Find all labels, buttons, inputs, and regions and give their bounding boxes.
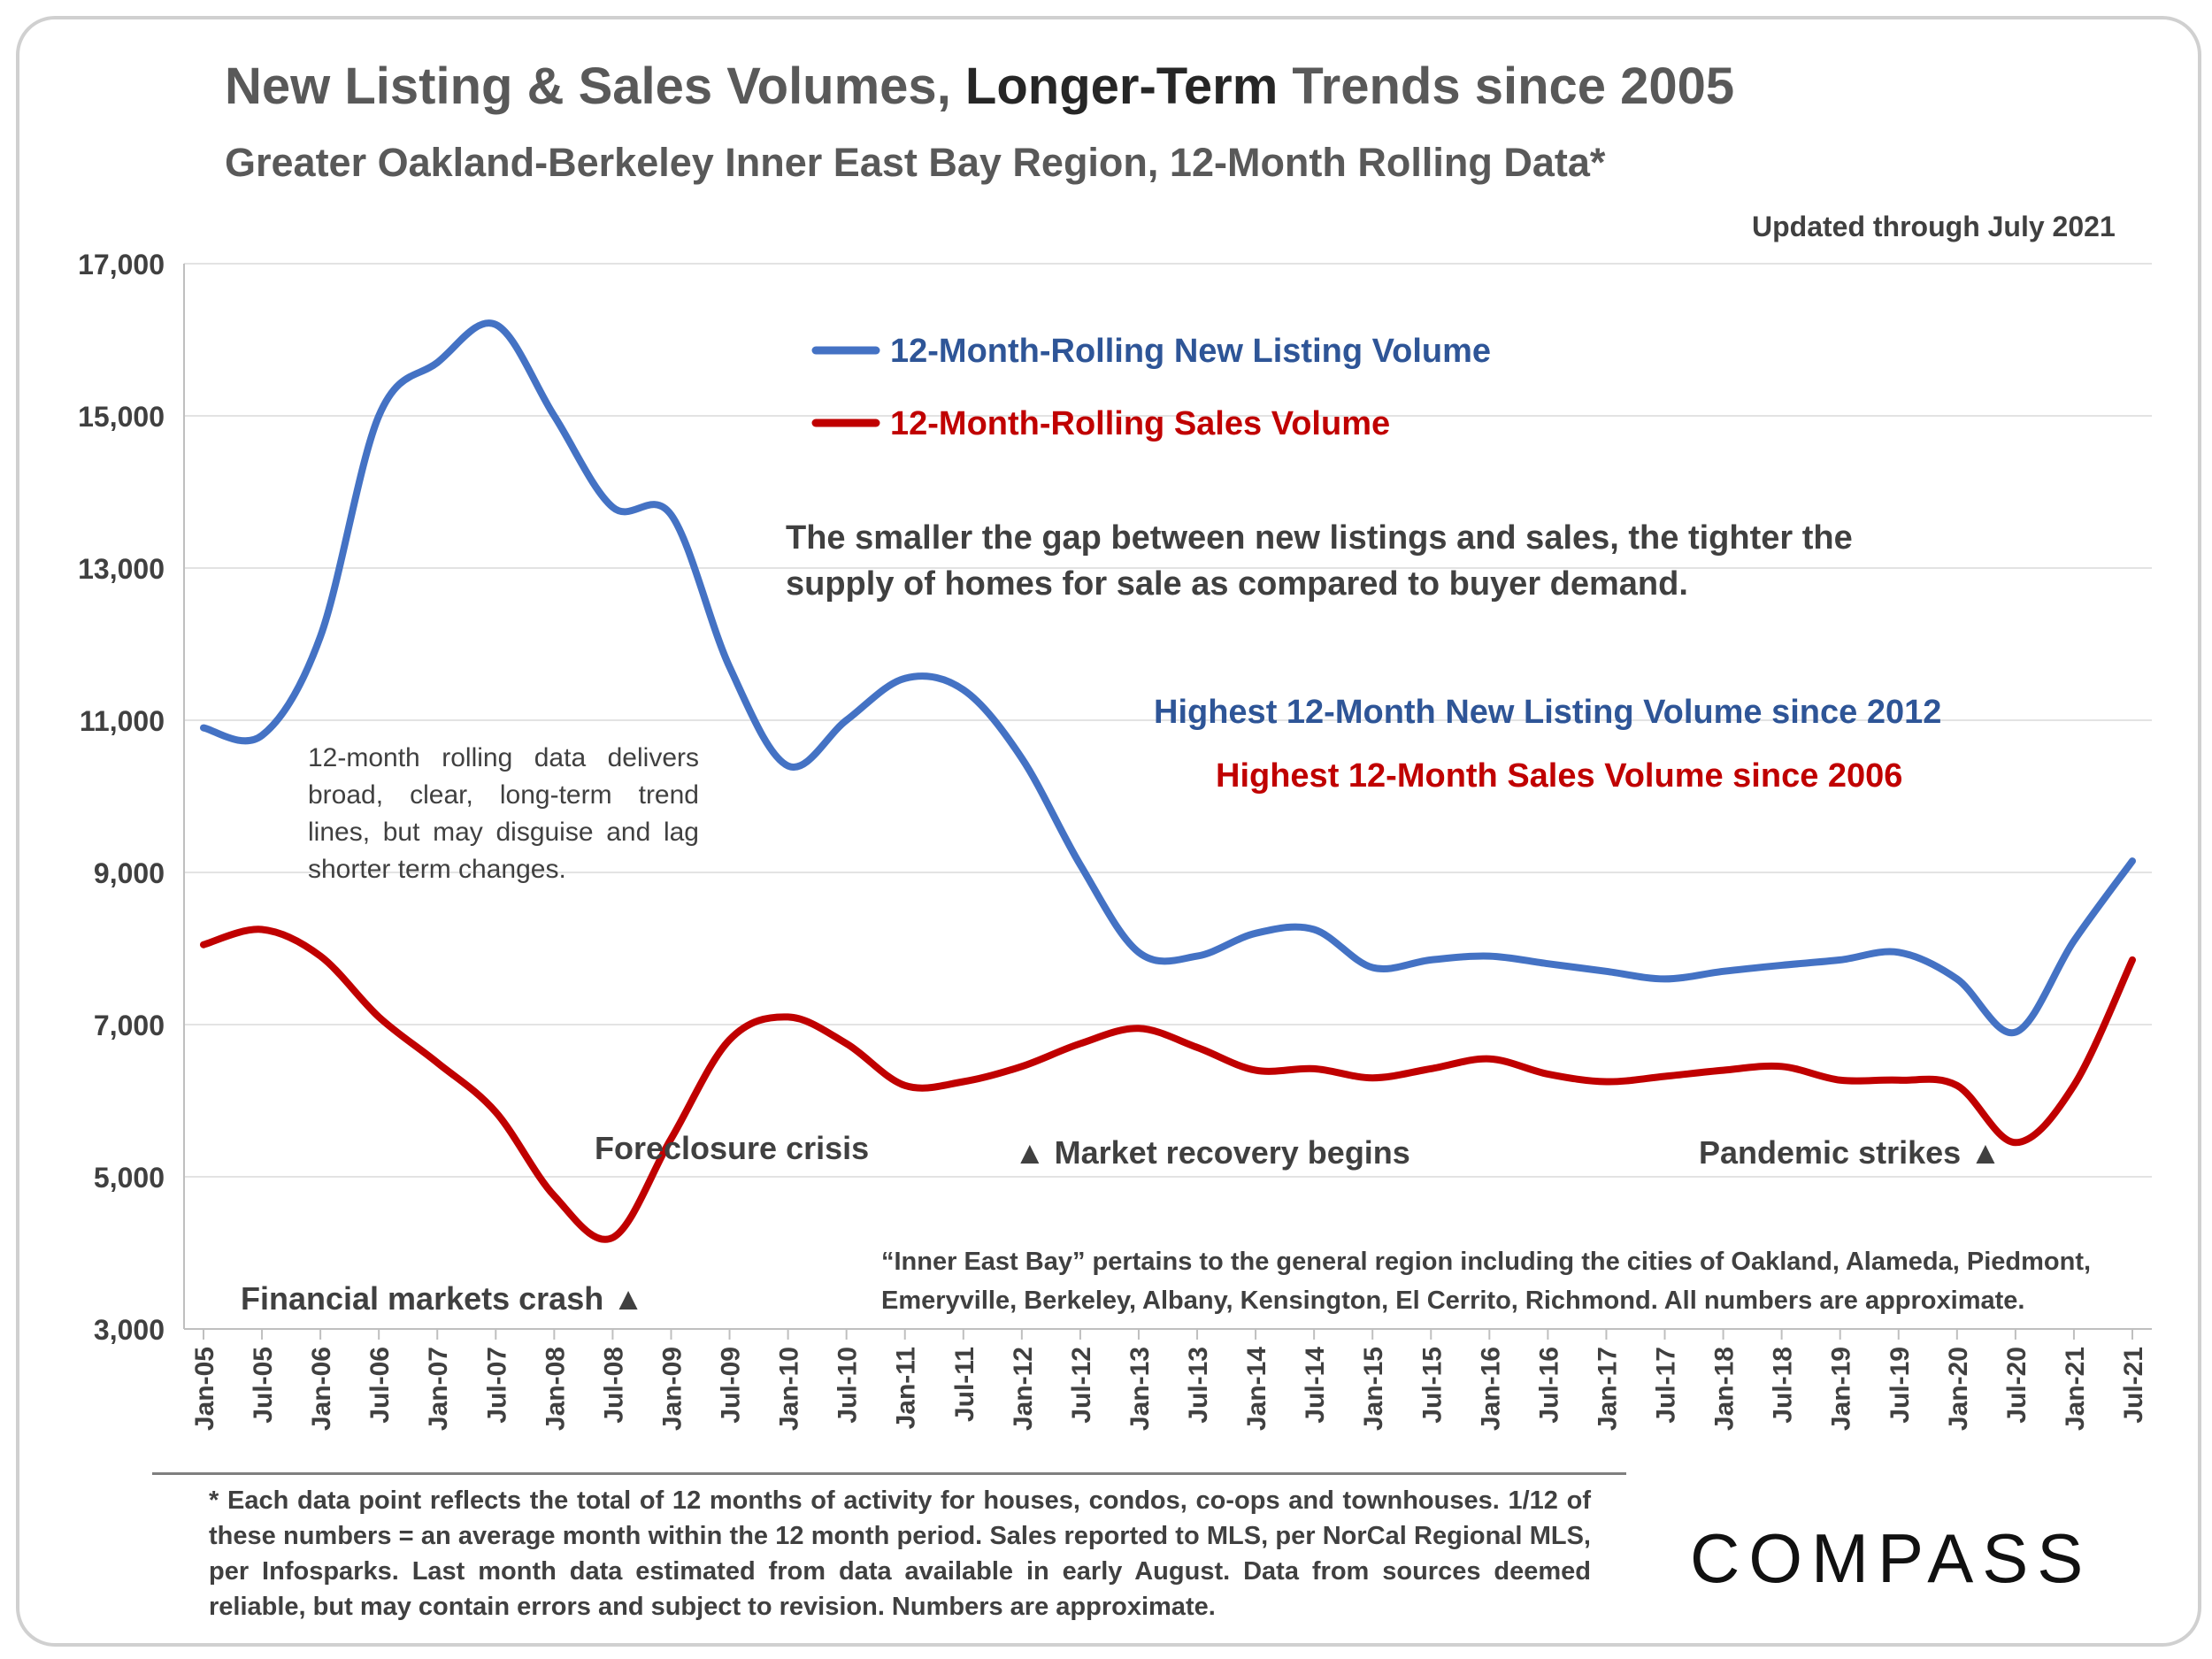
- y-tick-label: 9,000: [94, 857, 165, 889]
- series-line-sales: [200, 926, 2136, 1243]
- x-tick-label: Jul-18: [1769, 1347, 1798, 1424]
- x-tick-label: Jan-05: [190, 1347, 219, 1431]
- x-tick-label: Jan-11: [892, 1347, 921, 1429]
- x-tick-label: Jul-05: [249, 1347, 278, 1424]
- series-line-new-listings: [200, 319, 2136, 1037]
- legend-label: 12-Month-Rolling Sales Volume: [890, 405, 1390, 442]
- x-tick-label: Jan-19: [1827, 1347, 1856, 1431]
- rolling-data-note: 12-month rolling data delivers broad, cl…: [308, 743, 699, 884]
- y-tick-label: 3,000: [94, 1314, 165, 1346]
- series-lines: [200, 319, 2136, 1243]
- x-tick-label: Jan-06: [307, 1347, 336, 1431]
- y-axis: 3,000 5,000 7,000 9,000 11,000 13,000 15,000 17…: [78, 249, 185, 1346]
- chart-frame: [16, 16, 2201, 1647]
- chart-title: New Listing & Sales Volumes, Longer-Term…: [225, 58, 1735, 115]
- x-tick-label: Jul-13: [1184, 1347, 1213, 1424]
- x-tick-label: Jul-08: [599, 1347, 628, 1424]
- x-tick-label: Jul-20: [2002, 1347, 2032, 1424]
- x-tick-label: Jan-07: [424, 1347, 453, 1431]
- x-tick-label: Jul-06: [365, 1347, 395, 1424]
- gap-note: The smaller the gap between new listings…: [786, 519, 1853, 603]
- x-tick-label: Jul-07: [482, 1347, 511, 1424]
- x-tick-label: Jan-17: [1593, 1347, 1622, 1431]
- chart-subtitle: Greater Oakland-Berkeley Inner East Bay …: [225, 140, 1606, 185]
- x-tick-label: Jul-10: [833, 1347, 863, 1424]
- y-tick-label: 17,000: [78, 249, 165, 280]
- x-tick-label: Jul-19: [1886, 1347, 1915, 1424]
- compass-logo: COMPASS: [1690, 1519, 2093, 1597]
- y-tick-label: 11,000: [80, 705, 165, 737]
- annotation-financial-crash: Financial markets crash ▲: [241, 1280, 644, 1317]
- x-tick-label: Jan-15: [1359, 1347, 1388, 1431]
- x-tick-label: Jul-17: [1652, 1347, 1681, 1424]
- x-tick-label: Jul-16: [1534, 1347, 1563, 1424]
- x-tick-label: Jan-09: [657, 1347, 687, 1431]
- x-tick-label: Jul-15: [1417, 1347, 1447, 1424]
- x-tick-label: Jul-14: [1301, 1347, 1330, 1424]
- x-tick-label: Jan-10: [775, 1347, 804, 1431]
- footnote: * Each data point reflects the total of …: [209, 1486, 1591, 1621]
- x-tick-label: Jan-21: [2061, 1347, 2090, 1431]
- x-tick-label: Jan-13: [1125, 1347, 1155, 1431]
- y-tick-label: 5,000: [94, 1162, 165, 1194]
- x-tick-label: Jul-12: [1067, 1347, 1096, 1424]
- gridlines: [184, 263, 2152, 1330]
- x-tick-label: Jul-21: [2119, 1347, 2148, 1424]
- x-tick-label: Jan-16: [1476, 1347, 1505, 1431]
- x-tick-label: Jan-18: [1710, 1347, 1740, 1431]
- updated-note: Updated through July 2021: [1752, 211, 2116, 242]
- x-tick-label: Jul-11: [950, 1347, 979, 1422]
- annotation-foreclosure-crisis: Foreclosure crisis: [595, 1130, 870, 1166]
- highest-sales-note: Highest 12-Month Sales Volume since 2006: [1216, 757, 1903, 795]
- y-tick-label: 15,000: [78, 401, 165, 433]
- footnote-divider: [152, 1472, 1626, 1475]
- x-tick-label: Jan-12: [1009, 1347, 1038, 1431]
- region-note: “Inner East Bay” pertains to the general…: [881, 1248, 2092, 1315]
- annotation-pandemic: Pandemic strikes ▲: [1699, 1134, 2001, 1171]
- x-tick-label: Jul-09: [717, 1347, 746, 1424]
- legend: 12-Month-Rolling New Listing Volume 12-Mo…: [811, 333, 1491, 442]
- x-axis: Jan-05 Jul-05 Jan-06 Jul-06 Jan-07 Jul-07 Jan-…: [190, 1329, 2148, 1431]
- y-tick-label: 13,000: [78, 553, 165, 585]
- y-tick-label: 7,000: [94, 1010, 165, 1041]
- x-tick-label: Jan-08: [541, 1347, 570, 1431]
- x-tick-label: Jan-14: [1242, 1347, 1271, 1431]
- x-tick-label: Jan-20: [1944, 1347, 1973, 1431]
- legend-label: 12-Month-Rolling New Listing Volume: [890, 333, 1491, 370]
- annotation-market-recovery: ▲ Market recovery begins: [1014, 1134, 1410, 1171]
- highest-listing-note: Highest 12-Month New Listing Volume sinc…: [1154, 694, 1942, 731]
